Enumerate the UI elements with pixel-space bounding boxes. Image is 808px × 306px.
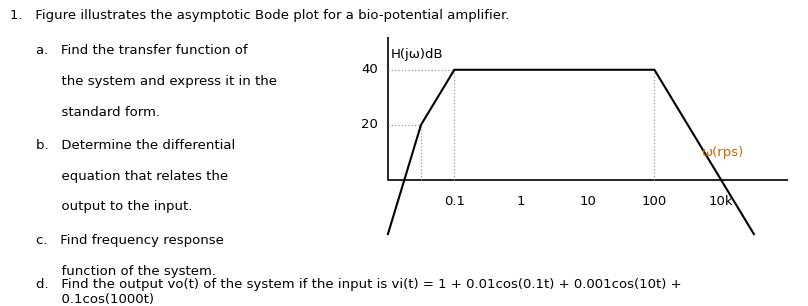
Text: ω(rps): ω(rps) bbox=[701, 146, 743, 159]
Text: 10k: 10k bbox=[709, 195, 734, 208]
Text: standard form.: standard form. bbox=[36, 106, 160, 118]
Text: d.   Find the output vo(t) of the system if the input is vi(t) = 1 + 0.01cos(0.1: d. Find the output vo(t) of the system i… bbox=[36, 278, 682, 291]
Text: 40: 40 bbox=[361, 63, 377, 76]
Text: 1.   Figure illustrates the asymptotic Bode plot for a bio-potential amplifier.: 1. Figure illustrates the asymptotic Bod… bbox=[10, 9, 509, 22]
Text: 100: 100 bbox=[642, 195, 667, 208]
Text: 0.1: 0.1 bbox=[444, 195, 465, 208]
Text: 1: 1 bbox=[517, 195, 525, 208]
Text: the system and express it in the: the system and express it in the bbox=[36, 75, 277, 88]
Text: output to the input.: output to the input. bbox=[36, 200, 193, 213]
Text: a.   Find the transfer function of: a. Find the transfer function of bbox=[36, 44, 248, 57]
Text: c.   Find frequency response: c. Find frequency response bbox=[36, 234, 225, 247]
Text: b.   Determine the differential: b. Determine the differential bbox=[36, 139, 236, 152]
Text: 20: 20 bbox=[360, 118, 377, 131]
Text: H(jω)dB: H(jω)dB bbox=[391, 48, 444, 61]
Text: 0.1cos(1000t): 0.1cos(1000t) bbox=[36, 293, 154, 306]
Text: 10: 10 bbox=[579, 195, 596, 208]
Text: function of the system.: function of the system. bbox=[36, 265, 217, 278]
Text: equation that relates the: equation that relates the bbox=[36, 170, 229, 183]
